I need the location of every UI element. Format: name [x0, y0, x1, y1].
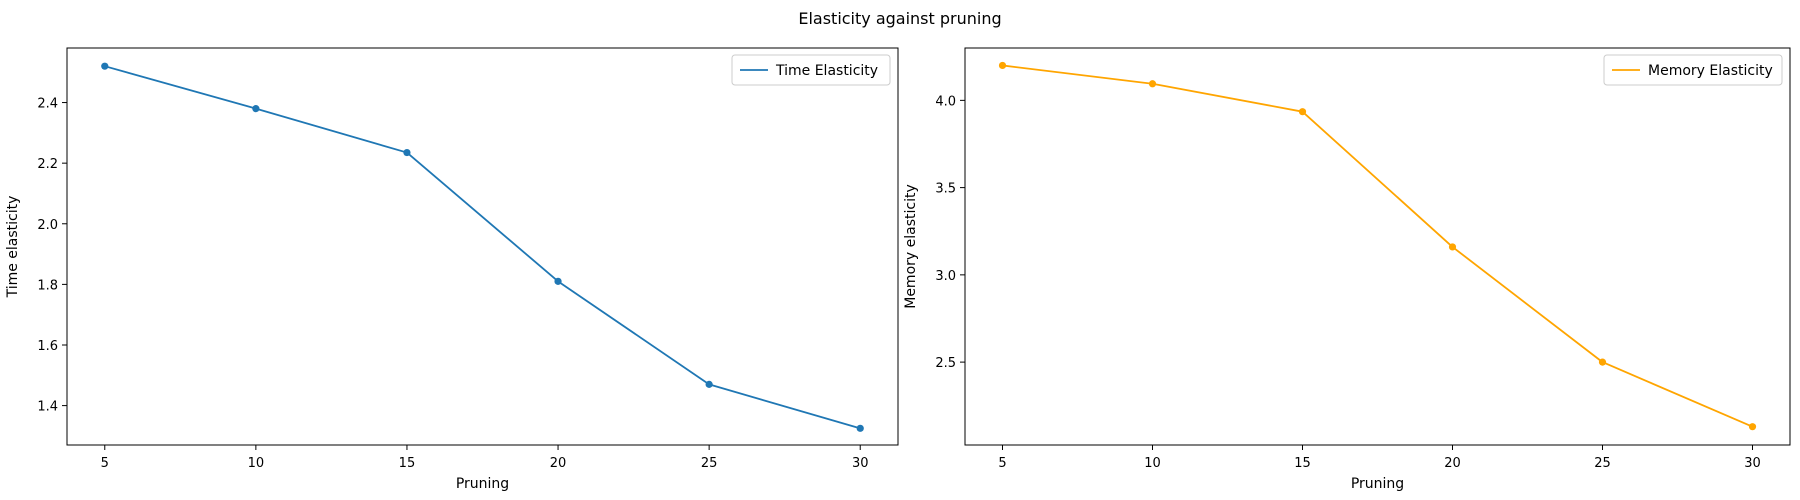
data-point [1748, 423, 1757, 431]
y-tick-label: 3.5 [935, 182, 956, 197]
data-point [1148, 80, 1157, 88]
axes-frame [964, 47, 1791, 446]
legend-label: Time Elasticity [775, 63, 878, 79]
data-point [1598, 358, 1607, 366]
x-tick-label: 5 [998, 456, 1006, 471]
y-axis-label: Memory elasticity [903, 184, 919, 309]
data-point [705, 380, 713, 388]
y-tick-label: 1.6 [37, 339, 58, 354]
x-tick-label: 25 [701, 456, 718, 471]
x-tick-label: 10 [1144, 456, 1161, 471]
series-line [1002, 64, 1753, 428]
x-axis-label: Pruning [456, 476, 509, 492]
time-elasticity-chart: 5 10 15 20 25 30 1.4 1.6 1.8 2.0 2.2 2.4 Pruning Time… [5, 47, 899, 492]
y-tick-label: 1.8 [37, 278, 58, 293]
x-tick-label: 30 [852, 456, 869, 471]
y-tick-label: 2.4 [37, 97, 58, 112]
figure-title: Elasticity against pruning [798, 9, 1001, 28]
axes-frame [66, 47, 899, 446]
legend-box [731, 54, 891, 86]
legend-label: Memory Elasticity [1648, 63, 1773, 79]
y-tick-label: 2.0 [37, 218, 58, 233]
x-tick-label: 20 [1444, 456, 1461, 471]
y-tick-label: 3.0 [935, 269, 956, 284]
x-tick-label: 10 [248, 456, 265, 471]
data-point [1448, 243, 1457, 251]
x-tick-label: 5 [101, 456, 109, 471]
x-tick-label: 30 [1744, 456, 1761, 471]
data-point [1298, 108, 1307, 116]
data-point [554, 277, 562, 285]
x-tick-label: 15 [399, 456, 416, 471]
x-tick-label: 25 [1594, 456, 1611, 471]
y-tick-label: 2.2 [37, 157, 58, 172]
y-tick-label: 4.0 [935, 94, 956, 109]
x-tick-label: 20 [550, 456, 567, 471]
x-tick-label: 15 [1294, 456, 1311, 471]
y-axis-label: Time elasticity [5, 196, 21, 299]
data-point [101, 62, 109, 70]
y-tick-label: 2.5 [935, 356, 956, 371]
y-tick-label: 1.4 [37, 400, 58, 415]
data-point [998, 61, 1007, 70]
data-point [252, 105, 260, 113]
legend-box [1603, 54, 1783, 86]
data-point [856, 424, 864, 432]
series-line [104, 65, 861, 430]
data-point [403, 148, 411, 157]
memory-elasticity-chart: 5 10 15 20 25 30 2.5 3.0 3.5 4.0 Pruning Memory ela… [903, 47, 1791, 492]
x-axis-label: Pruning [1351, 476, 1404, 492]
